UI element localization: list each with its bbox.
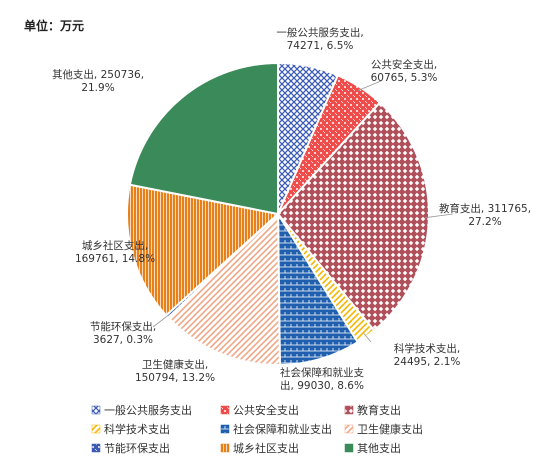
data-labels: 一般公共服务支出, 74271, 6.5% 公共安全支出, 60765, 5.3% 教育…	[52, 26, 531, 392]
leader-lines	[152, 80, 454, 343]
data-label: 教育支出, 311765, 27.2%	[439, 202, 531, 228]
legend-swatch	[220, 443, 230, 453]
pie-slice	[166, 211, 281, 366]
data-label: 其他支出, 250736, 21.9%	[52, 68, 144, 94]
legend-swatch	[220, 405, 230, 415]
pie-slices	[126, 61, 430, 367]
data-label: 节能环保支出, 3627, 0.3%	[90, 320, 156, 346]
legend-label: 公共安全支出	[233, 403, 299, 417]
legend-swatch	[344, 443, 354, 453]
data-label: 一般公共服务支出, 74271, 6.5%	[276, 26, 363, 52]
data-label: 科学技术支出, 24495, 2.1%	[394, 342, 461, 368]
legend-label: 城乡社区支出	[233, 441, 299, 455]
pie-slice	[276, 210, 360, 367]
leader-line	[363, 333, 372, 343]
pie-slice	[276, 101, 430, 332]
legend-swatch	[91, 424, 101, 434]
pie-slice	[128, 61, 279, 216]
leader-line	[357, 80, 382, 91]
legend-label: 节能环保支出	[104, 441, 170, 455]
legend-label: 其他支出	[357, 441, 401, 455]
legend-label: 科学技术支出	[104, 422, 170, 436]
legend-swatch	[220, 424, 230, 434]
data-label: 社会保障和就业支出, 99030, 8.6%	[280, 366, 364, 392]
unit-label: 单位：万元	[24, 19, 85, 33]
legend-label: 社会保障和就业支出	[233, 422, 332, 436]
leader-line	[152, 313, 171, 328]
legend-swatch	[91, 443, 101, 453]
legend-swatch	[91, 405, 101, 415]
data-label: 卫生健康支出, 150794, 13.2%	[135, 358, 215, 384]
pie-slice	[126, 183, 281, 317]
leader-line	[424, 213, 454, 219]
legend-label: 一般公共服务支出	[104, 403, 192, 417]
data-label: 公共安全支出, 60765, 5.3%	[371, 58, 438, 84]
legend-swatch	[344, 405, 354, 415]
legend-label: 卫生健康支出	[357, 422, 423, 436]
data-label: 城乡社区支出, 169761, 14.8%	[75, 239, 155, 265]
legend-label: 教育支出	[357, 403, 401, 417]
legend-swatch	[344, 424, 354, 434]
